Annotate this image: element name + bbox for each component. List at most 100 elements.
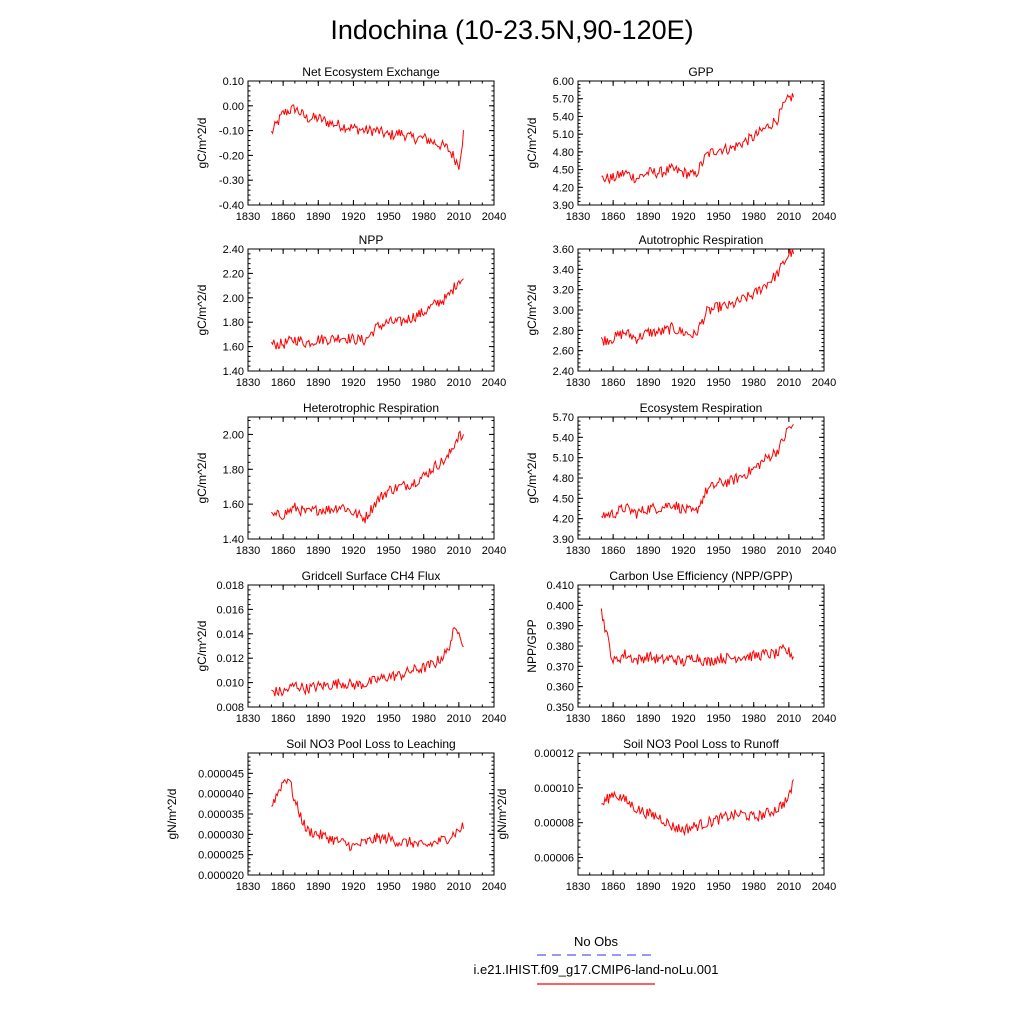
y-tick-label: 0.018 bbox=[216, 580, 244, 592]
x-tick-label: 2010 bbox=[447, 881, 471, 893]
x-tick-label: 1920 bbox=[341, 545, 365, 557]
x-tick-label: 1920 bbox=[671, 545, 695, 557]
x-tick-label: 1830 bbox=[236, 211, 260, 223]
x-tick-label: 2010 bbox=[777, 881, 801, 893]
x-tick-label: 1860 bbox=[271, 545, 295, 557]
legend-label-no-obs: No Obs bbox=[574, 934, 619, 949]
x-tick-label: 1950 bbox=[706, 881, 730, 893]
series-line-carbon-use-efficiency-npp-gpp bbox=[600, 608, 794, 667]
x-tick-label: 1920 bbox=[671, 377, 695, 389]
y-tick-label: 0.360 bbox=[546, 682, 574, 694]
x-tick-label: 1890 bbox=[306, 211, 330, 223]
x-tick-label: 2040 bbox=[482, 211, 506, 223]
panel-npp: NPP 1830 1860 1890 1920 1950 1980 2010 2040 1.40 1… bbox=[195, 233, 506, 389]
panel-title-carbon-use-efficiency-npp-gpp: Carbon Use Efficiency (NPP/GPP) bbox=[609, 569, 792, 583]
y-tick-label: 0.390 bbox=[546, 621, 574, 633]
panel-gridcell-surface-ch4-flux: Gridcell Surface CH4 Flux 1830 1860 1890 192… bbox=[195, 569, 506, 725]
panel-title-npp: NPP bbox=[359, 233, 384, 247]
x-tick-label: 1860 bbox=[271, 881, 295, 893]
x-tick-label: 2040 bbox=[482, 545, 506, 557]
x-tick-label: 2040 bbox=[482, 713, 506, 725]
y-tick-label: 0.000035 bbox=[198, 809, 244, 821]
x-tick-label: 1950 bbox=[706, 377, 730, 389]
x-tick-label: 1950 bbox=[376, 713, 400, 725]
panel-autotrophic-respiration: Autotrophic Respiration 1830 1860 1890 1920 1… bbox=[525, 233, 836, 389]
x-tick-label: 1920 bbox=[341, 881, 365, 893]
x-tick-label: 1950 bbox=[376, 881, 400, 893]
y-tick-label: 0.350 bbox=[546, 702, 574, 714]
y-tick-label: 3.00 bbox=[553, 305, 574, 317]
series-line-npp bbox=[270, 278, 464, 350]
panel-title-gridcell-surface-ch4-flux: Gridcell Surface CH4 Flux bbox=[302, 569, 441, 583]
x-tick-label: 2010 bbox=[777, 545, 801, 557]
y-tick-label: 0.016 bbox=[216, 604, 244, 616]
y-tick-label: 0.370 bbox=[546, 661, 574, 673]
x-tick-label: 1860 bbox=[601, 881, 625, 893]
y-tick-label: 2.20 bbox=[223, 268, 244, 280]
y-tick-label: 1.80 bbox=[223, 464, 244, 476]
y-tick-label: 1.60 bbox=[223, 342, 244, 354]
x-tick-label: 1830 bbox=[566, 713, 590, 725]
y-axis-label-net-ecosystem-exchange: gC/m^2/d bbox=[195, 118, 209, 169]
x-tick-label: 1890 bbox=[636, 881, 660, 893]
panel-title-heterotrophic-respiration: Heterotrophic Respiration bbox=[303, 401, 439, 415]
y-tick-label: -0.10 bbox=[219, 126, 244, 138]
y-tick-label: 5.10 bbox=[553, 129, 574, 141]
x-tick-label: 1890 bbox=[636, 377, 660, 389]
plot-frame-heterotrophic-respiration bbox=[247, 416, 495, 540]
x-tick-label: 1950 bbox=[706, 713, 730, 725]
y-tick-label: 2.40 bbox=[223, 244, 244, 256]
x-tick-label: 1920 bbox=[341, 211, 365, 223]
panel-title-soil-no3-pool-loss-to-runoff: Soil NO3 Pool Loss to Runoff bbox=[623, 737, 780, 751]
x-tick-label: 2040 bbox=[812, 377, 836, 389]
plot-frame-npp bbox=[247, 248, 495, 372]
y-tick-label: -0.40 bbox=[219, 200, 244, 212]
plot-frame-ecosystem-respiration bbox=[577, 416, 825, 540]
y-tick-label: 5.10 bbox=[553, 453, 574, 465]
y-tick-label: 4.20 bbox=[553, 182, 574, 194]
x-tick-label: 1980 bbox=[411, 881, 435, 893]
x-tick-label: 2040 bbox=[812, 881, 836, 893]
y-tick-label: 0.380 bbox=[546, 641, 574, 653]
x-tick-label: 1980 bbox=[741, 545, 765, 557]
y-tick-label: 5.70 bbox=[553, 94, 574, 106]
x-tick-label: 1980 bbox=[741, 881, 765, 893]
x-tick-label: 2010 bbox=[447, 377, 471, 389]
y-tick-label: -0.30 bbox=[219, 175, 244, 187]
y-tick-label: 4.20 bbox=[553, 514, 574, 526]
y-tick-label: 0.410 bbox=[546, 580, 574, 592]
y-tick-label: 4.50 bbox=[553, 493, 574, 505]
y-tick-label: 0.014 bbox=[216, 629, 244, 641]
x-tick-label: 1890 bbox=[636, 713, 660, 725]
y-tick-label: 2.00 bbox=[223, 293, 244, 305]
x-tick-label: 1830 bbox=[236, 545, 260, 557]
y-axis-label-soil-no3-pool-loss-to-leaching: gN/m^2/d bbox=[165, 789, 179, 840]
x-tick-label: 1860 bbox=[601, 545, 625, 557]
y-tick-label: 1.40 bbox=[223, 366, 244, 378]
x-tick-label: 1980 bbox=[741, 377, 765, 389]
x-tick-label: 1920 bbox=[671, 211, 695, 223]
y-tick-label: 0.000030 bbox=[198, 829, 244, 841]
y-tick-label: 1.60 bbox=[223, 499, 244, 511]
x-tick-label: 1920 bbox=[671, 881, 695, 893]
y-tick-label: 5.40 bbox=[553, 432, 574, 444]
x-tick-label: 1950 bbox=[376, 377, 400, 389]
panel-ecosystem-respiration: Ecosystem Respiration 1830 1860 1890 1920 195… bbox=[525, 401, 836, 557]
series-line-soil-no3-pool-loss-to-runoff bbox=[601, 779, 794, 837]
y-axis-label-gridcell-surface-ch4-flux: gC/m^2/d bbox=[195, 621, 209, 672]
legend: No Obs i.e21.IHIST.f09_g17.CMIP6-land-no… bbox=[474, 934, 719, 985]
x-tick-label: 1890 bbox=[306, 377, 330, 389]
y-tick-label: 0.000020 bbox=[198, 870, 244, 882]
y-tick-label: 0.010 bbox=[216, 678, 244, 690]
plot-frame-carbon-use-efficiency-npp-gpp bbox=[577, 584, 825, 708]
legend-label-simulation: i.e21.IHIST.f09_g17.CMIP6-land-noLu.001 bbox=[474, 962, 719, 977]
x-tick-label: 2010 bbox=[447, 545, 471, 557]
x-tick-label: 1920 bbox=[671, 713, 695, 725]
y-tick-label: 0.012 bbox=[216, 653, 244, 665]
plot-frame-soil-no3-pool-loss-to-leaching bbox=[247, 752, 495, 876]
panel-gpp: GPP 1830 1860 1890 1920 1950 1980 2010 2040 3.90 4… bbox=[525, 65, 836, 223]
panel-title-ecosystem-respiration: Ecosystem Respiration bbox=[640, 401, 763, 415]
x-tick-label: 2010 bbox=[447, 713, 471, 725]
x-tick-label: 1950 bbox=[376, 211, 400, 223]
